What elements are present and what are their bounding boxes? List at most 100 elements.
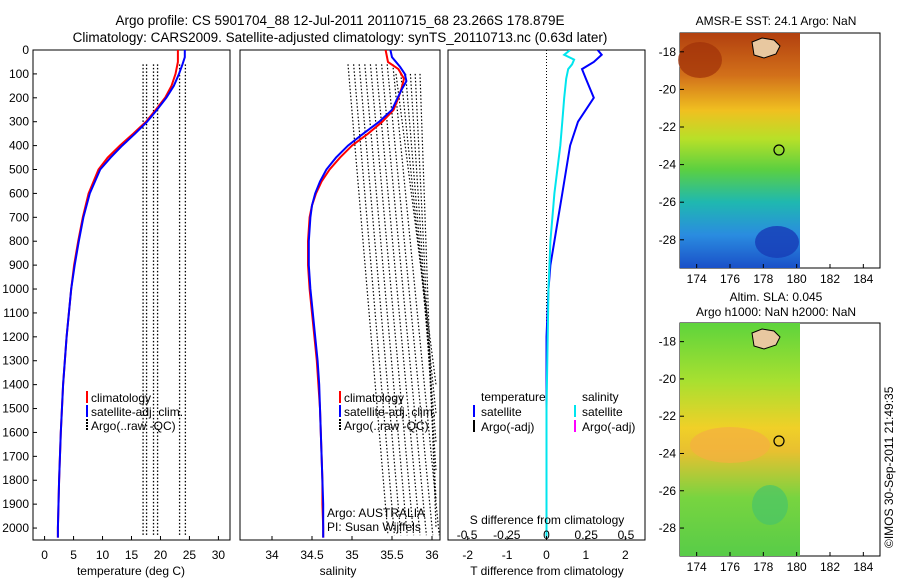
legend-label-argo: Argo(..raw -QC) [91,419,176,433]
fiji-island [751,328,781,350]
legend-label-climatology: climatology [344,391,404,405]
salinity-legend: climatology satellite-adj. clim. Argo(..… [339,391,436,433]
profile-line [56,50,179,538]
temperature-tick-label: 30 [212,548,226,562]
sla-map-title-line2: Argo h1000: NaN h2000: NaN [696,305,856,319]
temperature-panel: 0100200300400500600700800900100011001200… [2,43,231,578]
longitude-tick-label: 176 [720,272,740,286]
longitude-tick-label: 184 [853,272,873,286]
sla-latitude-ticks: -18 -20 -22 -24 -26 -28 [659,335,684,535]
longitude-tick-label: 178 [753,272,773,286]
sst-map-panel: AMSR-E SST: 24.1 Argo: NaN -18-20-22-24-… [659,14,881,286]
longitude-tick-label: 180 [787,560,807,574]
latitude-tick-label: -20 [659,372,677,386]
t-difference-axis-label: T difference from climatology [470,564,624,578]
depth-tick-label: 500 [9,163,29,177]
s-difference-tick-label: 0.25 [575,528,599,542]
depth-tick-label: 1900 [2,497,29,511]
argo-qc-line [419,73,437,529]
longitude-tick-label: 182 [820,272,840,286]
figure-title-line1: Argo profile: CS 5901704_88 12-Jul-2011 … [115,13,564,28]
salinity-tick-label: 35.5 [380,548,404,562]
depth-tick-label: 200 [9,91,29,105]
legend-label-t-satellite: satellite [481,405,522,419]
legend-title-salinity: salinity [582,390,619,404]
temperature-tick-labels: 0 5 10 15 20 25 30 [41,536,225,562]
t-difference-tick-labels: -2 -1 0 1 2 [462,536,629,562]
salinity-tick-label: 34 [265,548,279,562]
sst-cold-patch [755,226,799,258]
depth-tick-label: 1200 [2,330,29,344]
depth-tick-label: 1400 [2,378,29,392]
legend-label-climatology: climatology [91,391,151,405]
latitude-tick-label: -28 [659,233,677,247]
depth-tick-label: 400 [9,139,29,153]
sla-longitude-ticks: 174 176 178 180 182 184 [687,552,874,574]
temperature-tick-label: 0 [41,548,48,562]
argo-qc-line [386,64,434,536]
temperature-profiles [56,50,186,538]
t-difference-tick-label: 1 [583,548,590,562]
sla-high-patch [690,427,770,463]
depth-tick-label: 1500 [2,402,29,416]
temperature-tick-label: 10 [96,548,110,562]
depth-tick-label: 100 [9,67,29,81]
depth-tick-label: 900 [9,258,29,272]
longitude-tick-label: 176 [720,560,740,574]
sla-map-title-line1: Altim. SLA: 0.045 [730,290,823,304]
depth-tick-label: 600 [9,186,29,200]
legend-title-temperature: temperature [481,390,546,404]
latitude-tick-label: -18 [659,335,677,349]
argo-qc-line [405,73,437,443]
s-difference-tick-labels: -0.5 -0.25 0 0.25 0.5 [457,528,635,542]
t-difference-tick-label: -1 [502,548,513,562]
latitude-tick-label: -18 [659,45,677,59]
latitude-tick-label: -26 [659,484,677,498]
legend-label-satellite: satellite-adj. clim. [91,405,183,419]
argo-qc-line [381,64,427,536]
t-difference-tick-label: 0 [543,548,550,562]
argo-country-annotation: Argo: AUSTRALIA [327,506,425,520]
depth-tick-label: 700 [9,210,29,224]
s-difference-axis-label: S difference from climatology [470,513,625,527]
imos-timestamp: ©IMOS 30-Sep-2011 21:49:35 [882,386,896,548]
sst-warm-patch [678,42,722,78]
latitude-tick-label: -24 [659,446,677,460]
s-difference-tick-label: 0.5 [618,528,635,542]
legend-label-satellite: satellite-adj. clim. [344,405,436,419]
depth-tick-label: 800 [9,234,29,248]
longitude-tick-label: 182 [820,560,840,574]
latitude-tick-label: -24 [659,158,677,172]
sst-longitude-ticks: 174 176 178 180 182 184 [687,264,874,286]
difference-line [545,50,576,538]
salinity-panel: 34 34.5 35 35.5 36 salinity climatology sate… [239,49,441,578]
temperature-argo-qc-lines [142,64,187,536]
longitude-tick-label: 174 [687,560,707,574]
figure-title-line2: Climatology: CARS2009. Satellite-adjuste… [73,30,608,45]
sst-map-title: AMSR-E SST: 24.1 Argo: NaN [696,14,857,28]
sla-argo-marker [773,435,785,447]
temperature-tick-label: 25 [183,548,197,562]
s-difference-tick-label: 0 [543,528,550,542]
argo-qc-line [375,64,421,536]
difference-panel: -2 -1 0 1 2 -0.5 -0.25 0 0.25 0.5 S difference f… [447,49,646,578]
longitude-tick-label: 180 [787,272,807,286]
argo-qc-line [400,73,437,414]
depth-tick-label: 1800 [2,473,29,487]
salinity-axis-label: salinity [320,564,357,578]
salinity-tick-label: 35 [345,548,359,562]
difference-profiles [545,50,604,540]
argo-qc-line [392,64,440,536]
t-difference-tick-label: 2 [622,548,629,562]
salinity-argo-qc-lines [347,64,440,536]
argo-qc-line [369,64,415,536]
legend-label-t-argo: Argo(-adj) [481,420,534,434]
sla-low-patch [752,485,788,525]
depth-tick-label: 1000 [2,282,29,296]
temperature-tick-label: 5 [70,548,77,562]
s-difference-tick-label: -0.25 [493,528,521,542]
difference-legend: temperature satellite Argo(-adj) salinit… [473,390,635,434]
temperature-axes-frame [32,49,231,541]
depth-tick-label: 0 [22,43,29,57]
